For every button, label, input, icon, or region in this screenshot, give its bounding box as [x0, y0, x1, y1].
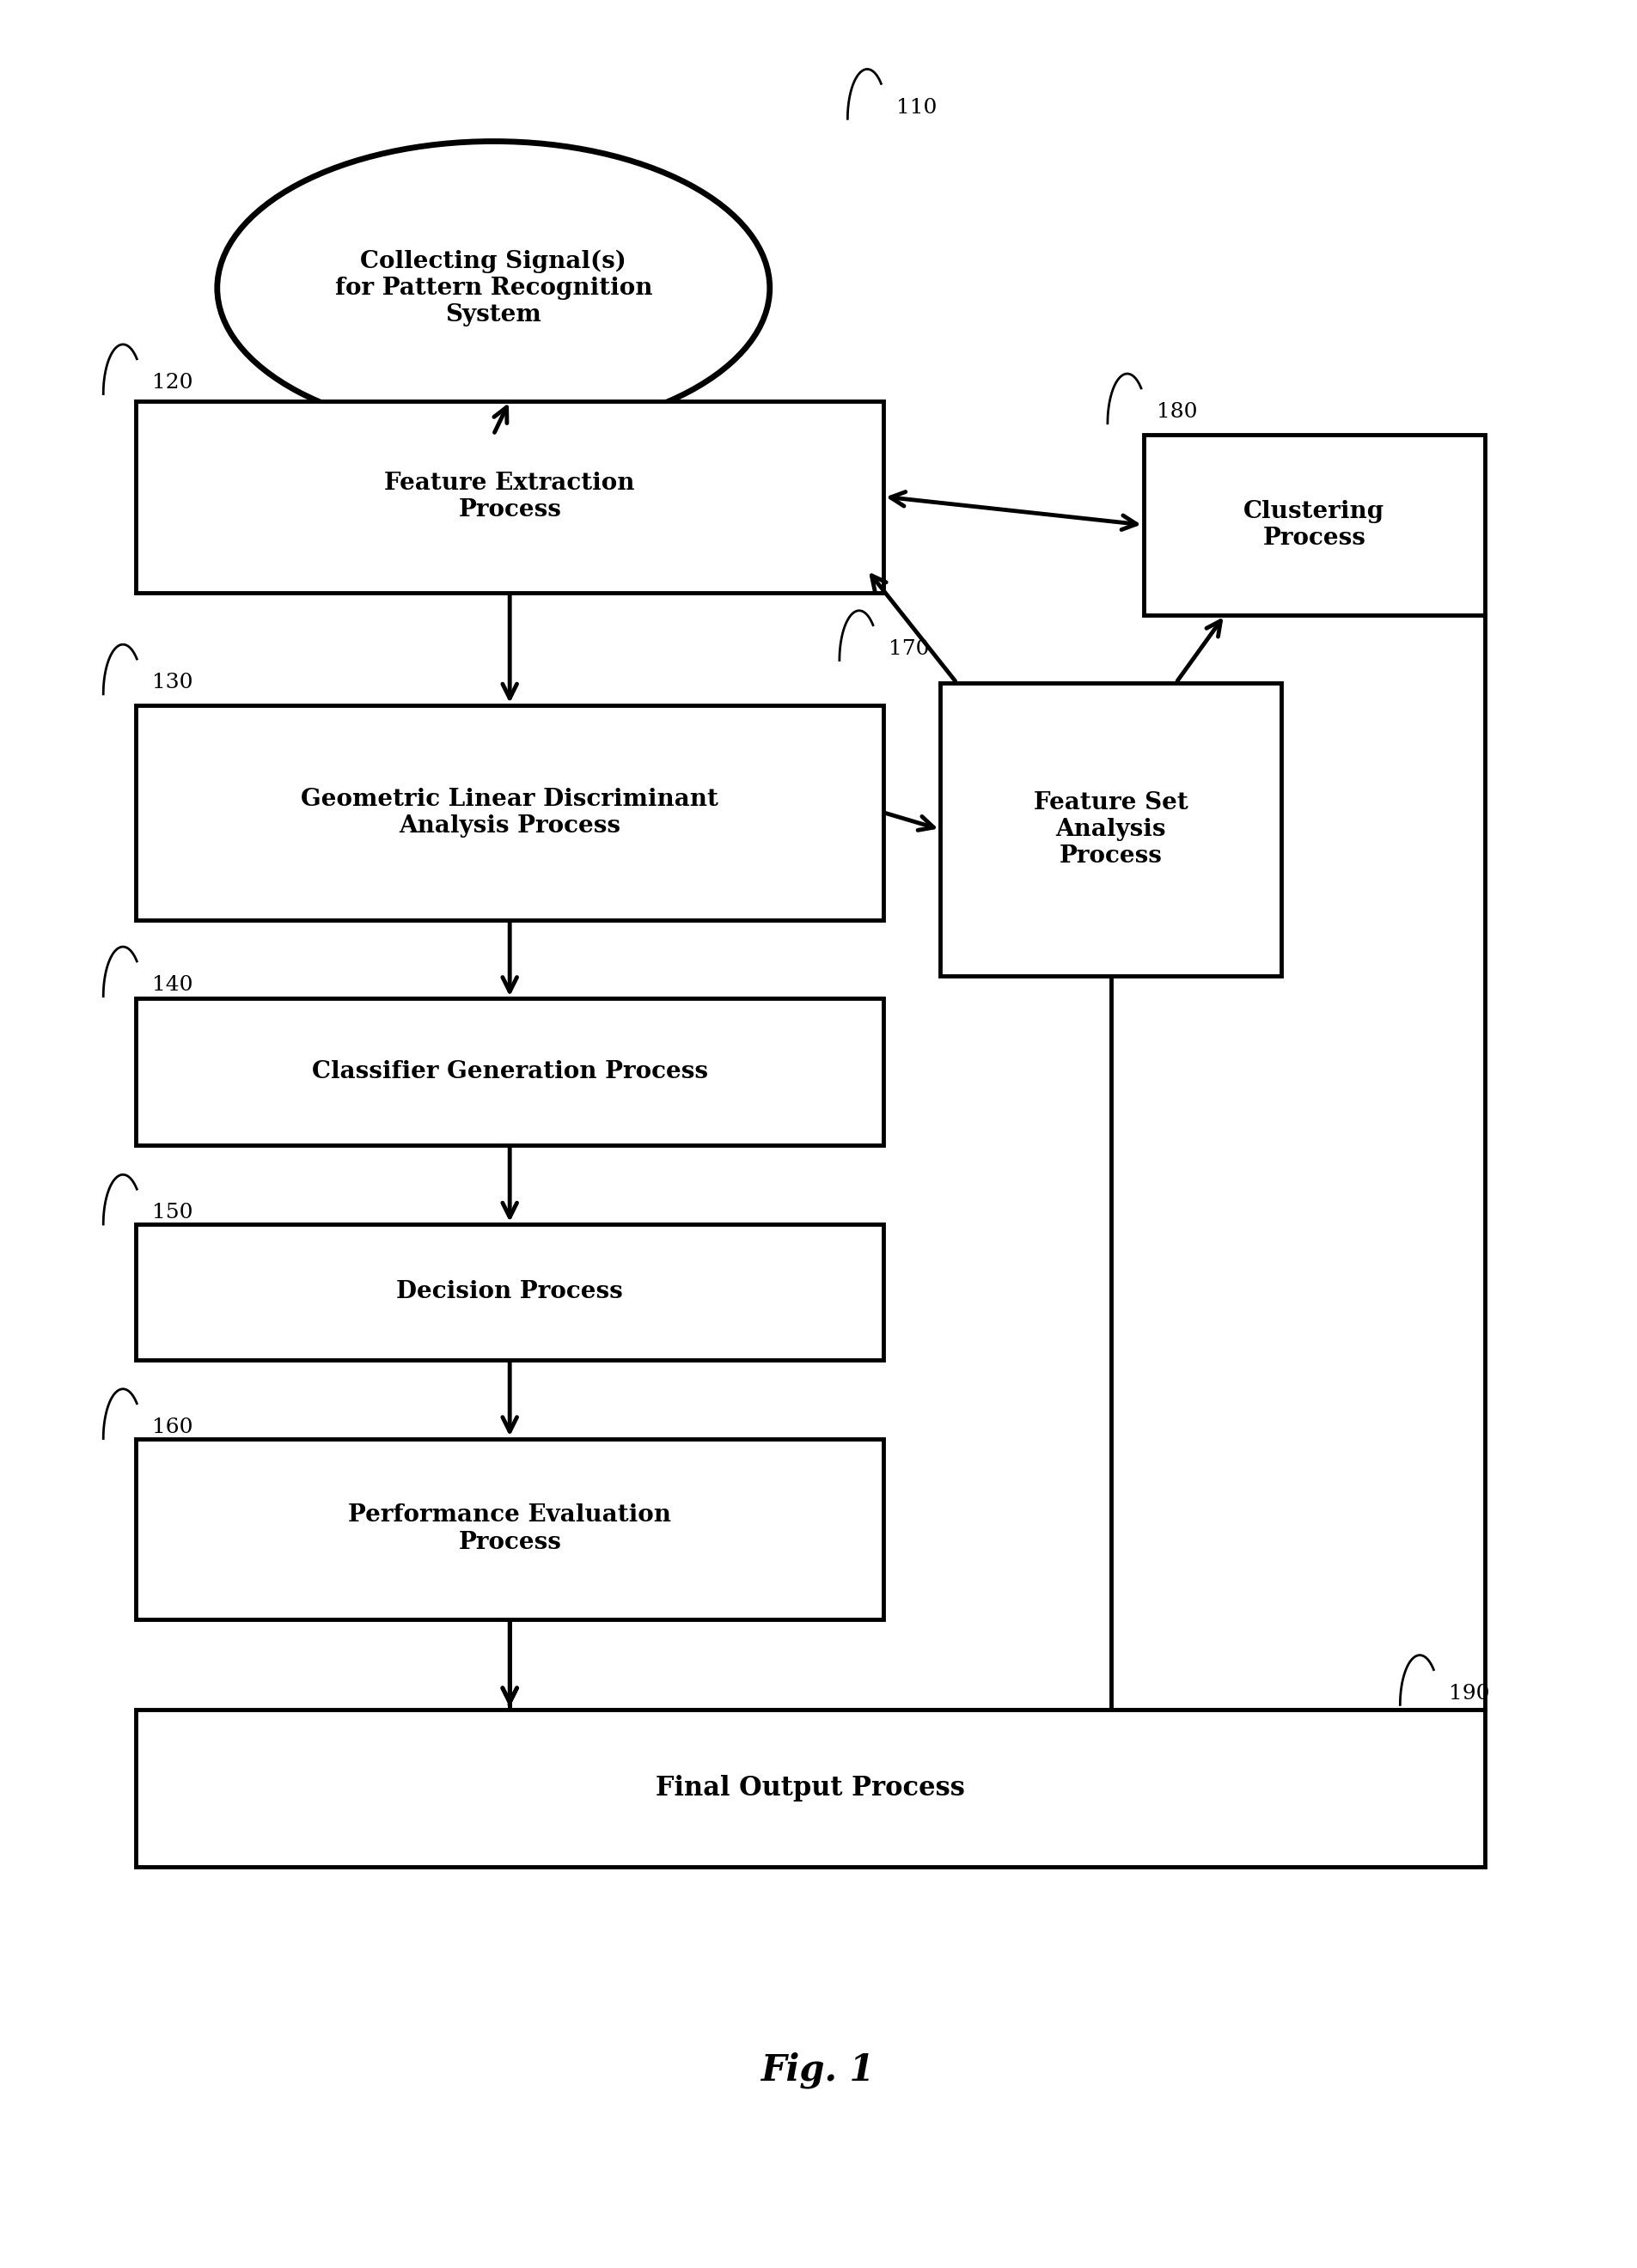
FancyBboxPatch shape [136, 1225, 884, 1359]
Text: Fig. 1: Fig. 1 [761, 2053, 876, 2089]
Text: Geometric Linear Discriminant
Analysis Process: Geometric Linear Discriminant Analysis P… [301, 787, 719, 837]
FancyBboxPatch shape [136, 705, 884, 919]
Text: Final Output Process: Final Output Process [656, 1776, 964, 1801]
Text: 150: 150 [152, 1202, 193, 1222]
Text: 130: 130 [152, 674, 193, 692]
Text: 120: 120 [152, 372, 193, 392]
FancyBboxPatch shape [940, 683, 1282, 975]
Text: 170: 170 [889, 640, 930, 658]
FancyBboxPatch shape [136, 998, 884, 1145]
Text: Clustering
Process: Clustering Process [1244, 499, 1385, 549]
Text: 140: 140 [152, 975, 193, 996]
Ellipse shape [218, 141, 769, 435]
Text: Decision Process: Decision Process [396, 1281, 624, 1304]
Text: 110: 110 [897, 98, 938, 118]
Text: 160: 160 [152, 1418, 193, 1438]
Text: 190: 190 [1449, 1683, 1490, 1703]
Text: Collecting Signal(s)
for Pattern Recognition
System: Collecting Signal(s) for Pattern Recogni… [334, 249, 652, 327]
Text: Performance Evaluation
Process: Performance Evaluation Process [349, 1504, 671, 1554]
FancyBboxPatch shape [136, 1438, 884, 1619]
FancyBboxPatch shape [1144, 435, 1485, 615]
Text: Feature Extraction
Process: Feature Extraction Process [385, 472, 635, 522]
Text: Classifier Generation Process: Classifier Generation Process [311, 1061, 707, 1084]
Text: 180: 180 [1156, 401, 1197, 422]
FancyBboxPatch shape [136, 401, 884, 592]
FancyBboxPatch shape [136, 1710, 1485, 1867]
Text: Feature Set
Analysis
Process: Feature Set Analysis Process [1035, 792, 1188, 869]
